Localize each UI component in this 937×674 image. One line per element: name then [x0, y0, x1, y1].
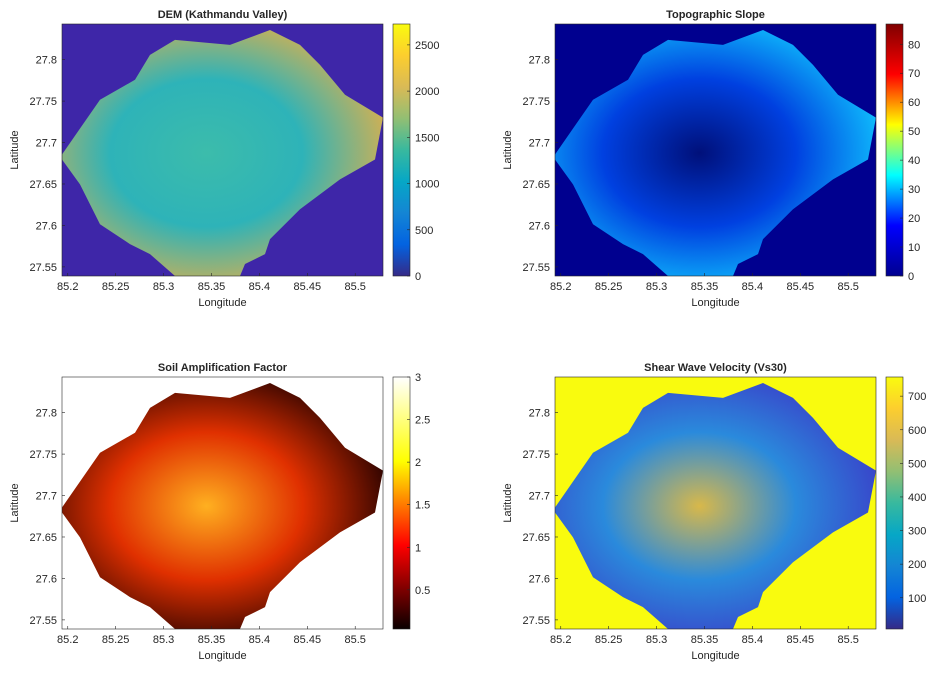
y-tick-label: 27.65: [522, 532, 550, 544]
y-tick-label: 27.6: [529, 573, 550, 585]
chart-title: Shear Wave Velocity (Vs30): [644, 362, 787, 374]
x-tick-label: 85.35: [691, 634, 719, 646]
colorbar-tick-label: 100: [908, 593, 926, 605]
x-tick-label: 85.4: [742, 634, 763, 646]
x-tick-label: 85.2: [57, 281, 78, 293]
y-tick-label: 27.75: [29, 96, 57, 108]
y-tick-label: 27.8: [36, 55, 57, 67]
y-tick-label: 27.7: [529, 138, 550, 150]
colorbar: [886, 377, 903, 629]
x-tick-label: 85.4: [742, 281, 763, 293]
y-tick-label: 27.8: [529, 55, 550, 67]
x-tick-label: 85.45: [787, 634, 815, 646]
colorbar-tick-label: 700: [908, 391, 926, 403]
colorbar-tick-label: 10: [908, 242, 920, 254]
colorbar-tick-label: 2500: [415, 40, 439, 52]
colorbar-tick-label: 2.5: [415, 415, 430, 427]
x-axis-label: Longitude: [691, 297, 739, 309]
x-tick-label: 85.25: [595, 281, 623, 293]
x-tick-label: 85.3: [153, 281, 174, 293]
colorbar-tick-label: 60: [908, 97, 920, 109]
x-tick-label: 85.3: [646, 281, 667, 293]
chart-title: Soil Amplification Factor: [158, 362, 288, 374]
colorbar: [393, 24, 410, 276]
colorbar-tick-label: 40: [908, 155, 920, 167]
colorbar: [886, 24, 903, 276]
y-tick-label: 27.7: [36, 138, 57, 150]
y-axis-label: Latitude: [502, 483, 514, 522]
x-tick-label: 85.3: [646, 634, 667, 646]
y-tick-label: 27.6: [36, 573, 57, 585]
y-tick-label: 27.55: [29, 262, 57, 274]
x-tick-label: 85.2: [550, 281, 571, 293]
colorbar-tick-label: 500: [415, 225, 433, 237]
chart-title: Topographic Slope: [666, 9, 765, 21]
x-axis-label: Longitude: [691, 650, 739, 662]
y-tick-label: 27.75: [29, 449, 57, 461]
x-tick-label: 85.25: [102, 281, 130, 293]
figure: 85.2 85.25 85.3 85.35 85.4 85.45 85.5 27.55 27.6…: [0, 0, 937, 669]
x-tick-label: 85.5: [838, 634, 859, 646]
colorbar: [393, 377, 410, 629]
colorbar-tick-label: 0: [415, 271, 421, 283]
x-tick-label: 85.5: [345, 634, 366, 646]
colorbar-tick-label: 70: [908, 68, 920, 80]
y-tick-label: 27.6: [529, 220, 550, 232]
colorbar-tick-label: 0: [908, 271, 914, 283]
y-tick-label: 27.8: [529, 408, 550, 420]
x-tick-label: 85.45: [787, 281, 815, 293]
colorbar-tick-label: 3: [415, 372, 421, 384]
x-tick-label: 85.35: [691, 281, 719, 293]
colorbar-tick-label: 600: [908, 425, 926, 437]
colorbar-tick-label: 2: [415, 457, 421, 469]
colorbar-tick-label: 200: [908, 559, 926, 571]
y-tick-label: 27.75: [522, 449, 550, 461]
colorbar-tick-label: 30: [908, 184, 920, 196]
x-tick-label: 85.35: [198, 634, 226, 646]
x-axis-label: Longitude: [198, 297, 246, 309]
y-tick-label: 27.65: [522, 179, 550, 191]
colorbar-tick-label: 80: [908, 39, 920, 51]
y-tick-label: 27.7: [529, 491, 550, 503]
x-tick-label: 85.35: [198, 281, 226, 293]
x-tick-label: 85.5: [345, 281, 366, 293]
y-tick-label: 27.65: [29, 532, 57, 544]
colorbar-tick-label: 500: [908, 458, 926, 470]
y-tick-label: 27.55: [522, 262, 550, 274]
y-tick-label: 27.7: [36, 491, 57, 503]
x-tick-label: 85.4: [249, 634, 270, 646]
y-axis-label: Latitude: [502, 130, 514, 169]
colorbar-tick-label: 20: [908, 213, 920, 225]
y-axis-label: Latitude: [9, 483, 21, 522]
colorbar-tick-label: 1000: [415, 179, 439, 191]
x-tick-label: 85.25: [102, 634, 130, 646]
y-axis-label: Latitude: [9, 130, 21, 169]
colorbar-tick-label: 1: [415, 542, 421, 554]
x-tick-label: 85.4: [249, 281, 270, 293]
colorbar-tick-label: 0.5: [415, 585, 430, 597]
x-tick-label: 85.3: [153, 634, 174, 646]
colorbar-tick-label: 400: [908, 492, 926, 504]
colorbar-tick-label: 300: [908, 526, 926, 538]
x-tick-label: 85.45: [294, 634, 322, 646]
y-tick-label: 27.75: [522, 96, 550, 108]
chart-title: DEM (Kathmandu Valley): [158, 9, 288, 21]
colorbar-tick-label: 50: [908, 126, 920, 138]
colorbar-tick-label: 1.5: [415, 500, 430, 512]
x-tick-label: 85.2: [57, 634, 78, 646]
colorbar-tick-label: 1500: [415, 132, 439, 144]
y-tick-label: 27.55: [29, 615, 57, 627]
x-tick-label: 85.2: [550, 634, 571, 646]
y-tick-label: 27.6: [36, 220, 57, 232]
x-tick-label: 85.45: [294, 281, 322, 293]
x-tick-label: 85.25: [595, 634, 623, 646]
y-tick-label: 27.8: [36, 408, 57, 420]
x-tick-label: 85.5: [838, 281, 859, 293]
y-tick-label: 27.55: [522, 615, 550, 627]
y-tick-label: 27.65: [29, 179, 57, 191]
colorbar-tick-label: 2000: [415, 86, 439, 98]
x-axis-label: Longitude: [198, 650, 246, 662]
